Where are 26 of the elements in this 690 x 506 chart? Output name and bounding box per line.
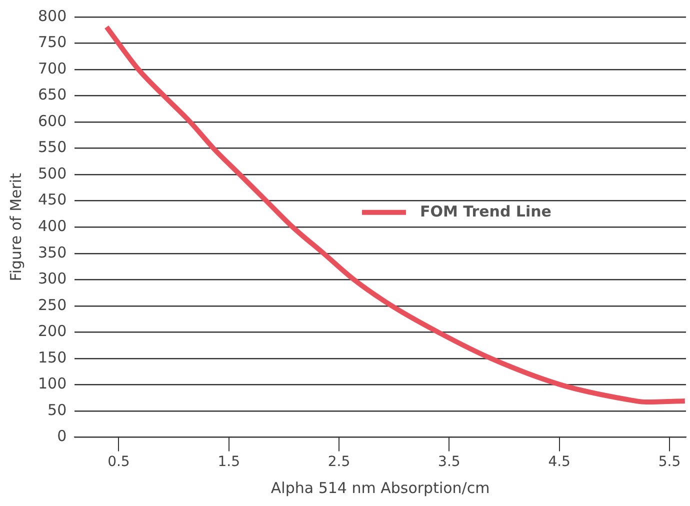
x-tick-label: 0.5: [108, 454, 130, 470]
y-tick-label: 450: [38, 190, 67, 209]
legend-label: FOM Trend Line: [420, 202, 552, 220]
y-tick-label: 550: [38, 138, 67, 156]
y-tick-label: 150: [38, 348, 67, 366]
y-tick-label: 400: [38, 216, 67, 235]
y-tick-label: 650: [38, 86, 67, 104]
x-axis-title: Alpha 514 nm Absorption/cm: [270, 478, 490, 497]
y-tick-label: 50: [48, 400, 67, 419]
y-tick-label: 600: [38, 112, 67, 130]
y-tick-label: 350: [38, 243, 67, 262]
y-tick-label: 0: [57, 427, 67, 446]
y-tick-label: 100: [38, 374, 67, 393]
y-tick-label: 500: [38, 164, 67, 182]
x-tick-label: 1.5: [218, 454, 240, 470]
y-tick-label: 800: [38, 6, 67, 25]
y-tick-label: 250: [38, 296, 67, 314]
y-tick-label: 300: [38, 270, 67, 288]
x-tick-label: 4.5: [548, 454, 570, 470]
y-tick-label: 200: [38, 322, 67, 340]
x-tick-label: 5.5: [658, 454, 681, 470]
y-axis-title: Figure of Merit: [6, 172, 25, 282]
y-tick-label: 700: [38, 59, 67, 78]
y-tick-label: 750: [38, 33, 67, 52]
x-tick-label: 3.5: [438, 454, 460, 470]
x-tick-label: 2.5: [328, 454, 350, 470]
